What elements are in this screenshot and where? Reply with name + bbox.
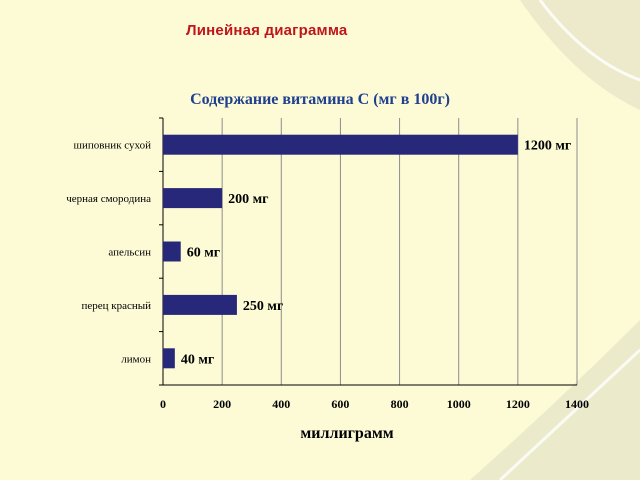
bar: [163, 348, 175, 369]
x-tick-label: 800: [391, 397, 409, 411]
data-label: 1200 мг: [524, 139, 571, 154]
x-tick-label: 1000: [447, 397, 471, 411]
bar: [163, 241, 181, 262]
x-tick-label: 0: [160, 397, 166, 411]
y-tick-label: черная смородина: [66, 193, 151, 205]
x-tick-label: 1400: [565, 397, 589, 411]
y-tick-label: апельсин: [108, 247, 151, 259]
corner-swoosh-bottom: [470, 320, 640, 480]
slide-title: Линейная диаграмма: [186, 22, 348, 39]
bar: [163, 188, 223, 209]
x-tick-label: 200: [213, 397, 231, 411]
y-tick-label: перец красный: [81, 300, 151, 312]
bar: [163, 134, 518, 155]
data-label: 250 мг: [243, 299, 283, 314]
y-tick-label: шиповник сухой: [73, 140, 151, 152]
chart-title: Содержание витамина С (мг в 100г): [190, 91, 450, 108]
x-tick-label: 400: [272, 397, 290, 411]
corner-swoosh-top: [520, 0, 640, 110]
data-label: 200 мг: [228, 192, 268, 207]
data-label: 60 мг: [187, 246, 220, 261]
bar: [163, 294, 237, 315]
y-tick-label: лимон: [121, 353, 151, 365]
x-tick-label: 1200: [506, 397, 530, 411]
x-axis-title: миллиграмм: [300, 425, 393, 442]
data-label: 40 мг: [181, 352, 214, 367]
x-tick-label: 600: [331, 397, 349, 411]
